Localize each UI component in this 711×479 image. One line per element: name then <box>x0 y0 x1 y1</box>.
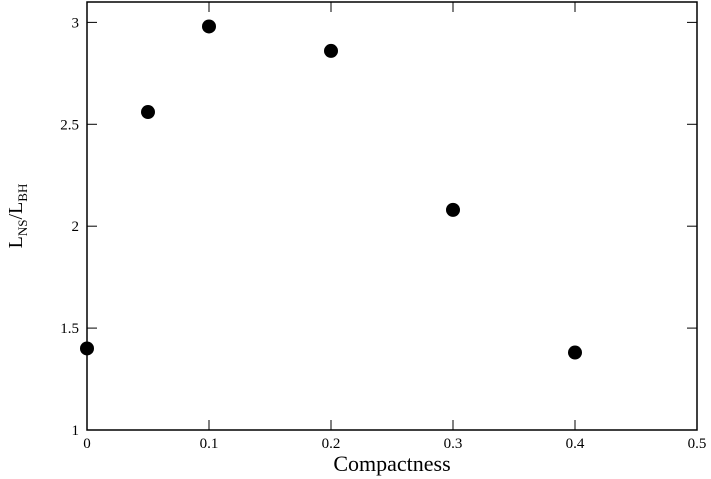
point <box>446 202 460 217</box>
point <box>202 19 216 34</box>
y-label-part: NS <box>15 220 30 237</box>
y-label-part: L <box>5 236 27 248</box>
y-tick-label: 3 <box>72 15 80 31</box>
x-tick-label: 0 <box>83 436 91 452</box>
point <box>80 341 94 356</box>
y-tick-label: 2.5 <box>60 117 79 133</box>
y-label-part: /L <box>5 202 27 220</box>
x-axis-label: Compactness <box>333 451 450 476</box>
y-axis-label: LNS/LBH <box>5 184 30 249</box>
point <box>324 43 338 58</box>
y-tick-label: 2 <box>72 219 80 235</box>
plot-frame <box>86 1 698 431</box>
x-tick-label: 0.5 <box>688 436 707 452</box>
y-tick-label: 1.5 <box>60 321 79 337</box>
y-tick-label: 1 <box>72 423 80 439</box>
x-tick-label: 0.3 <box>444 436 463 452</box>
x-tick-label: 0.4 <box>566 436 585 452</box>
point <box>141 105 155 120</box>
y-label-part: BH <box>15 184 30 202</box>
x-tick-label: 0.2 <box>322 436 341 452</box>
point <box>568 345 582 360</box>
x-tick-label: 0.1 <box>200 436 219 452</box>
